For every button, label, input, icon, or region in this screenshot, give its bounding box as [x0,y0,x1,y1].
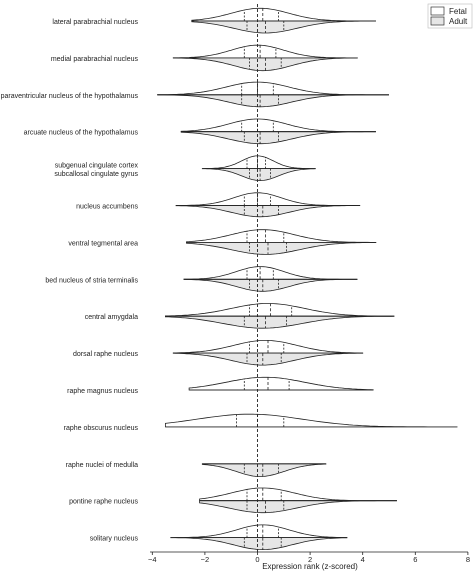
x-tick-label: −4 [148,555,157,564]
category-label: medial parabrachial nucleus [51,56,139,63]
category-label: lateral parabrachial nucleus [52,19,138,26]
violin-adult-half [183,278,358,292]
category-labels: lateral parabrachial nucleus medial parab… [1,19,139,543]
violin-adult-half [172,352,364,366]
violin-fetal-half [191,7,376,22]
category-label: nucleus accumbens [76,204,138,211]
legend: Fetal Adult [427,3,473,29]
violin-row [172,340,364,366]
violin-adult-half [157,94,389,108]
violin-fetal-half [165,303,395,317]
violin-fetal-half [165,413,458,428]
violin-adult-half [165,315,395,329]
violin-fetal-half [170,524,348,538]
violin-fetal-half [180,118,376,133]
x-tick-label: 8 [466,555,470,564]
legend-swatch-adult [430,16,445,26]
category-label: subcallosal cingulate gyrus [54,171,138,178]
category-label: arcuate nucleus of the hypothalamus [24,130,139,137]
violin-row [157,81,389,108]
violin-row [186,229,377,255]
violin-adult-half [201,168,316,181]
violin-row [170,524,348,550]
violin-fetal-half [199,487,397,502]
violin-row [191,7,376,34]
violin-fetal-half [176,192,361,206]
violin-fetal-half [186,229,376,243]
legend-swatch-fetal [430,6,445,16]
x-tick-label: 2 [308,555,312,564]
x-tick-label: 0 [255,555,259,564]
violin-row [201,463,327,477]
category-label: raphe obscurus nucleus [64,425,139,432]
violin-fetal-half [202,155,316,169]
category-label: solitary nucleus [90,536,139,543]
x-tick-label: 4 [361,555,365,564]
category-label: raphe nuclei of medulla [66,462,138,469]
violin-adult-half [201,463,327,477]
category-label: ventral tegmental area [68,240,138,247]
violin-row [183,266,358,292]
violin-row [201,155,316,181]
violin-row [175,192,361,218]
category-label: subgenual cingulate cortex [55,162,139,169]
x-axis-title: Expression rank (z-scored) [262,562,358,571]
category-label: pontine raphe nucleus [69,499,138,506]
violin-fetal-half [172,44,358,59]
category-label: dorsal raphe nucleus [73,351,138,358]
violin-adult-half [170,537,348,550]
category-label: bed nucleus of stria terminalis [45,277,138,284]
violin-row [165,413,458,428]
violin-row [165,303,395,329]
category-label: paraventricular nucleus of the hypothala… [1,93,139,100]
legend-label-fetal: Fetal [449,7,467,16]
violin-adult-half [175,205,361,218]
x-tick-label: −2 [201,555,210,564]
violin-adult-half [199,500,397,514]
violin-row [180,118,376,145]
violins [157,7,458,550]
violin-row [199,487,397,514]
violin-row [172,44,358,72]
violin-adult-half [186,242,377,255]
violin-fetal-half [188,376,374,391]
category-label: raphe magnus nucleus [67,388,138,395]
violin-row [188,376,374,391]
violin-fetal-half [183,266,358,280]
x-axis: −4 −2 0 2 4 6 8 [148,551,470,564]
x-tick-label: 6 [413,555,417,564]
category-label: central amygdala [85,314,138,321]
legend-label-adult: Adult [449,17,468,26]
